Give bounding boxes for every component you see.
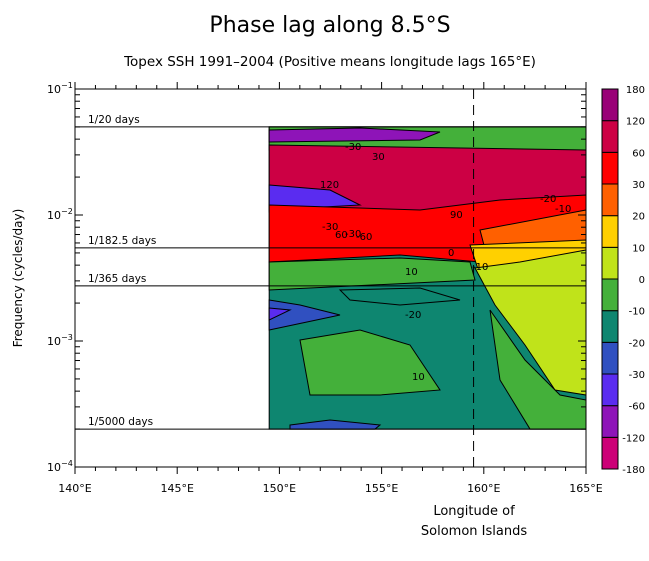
colorbar: -180 -120 -60 -30 -20 -10 0 10 20 30 60 120 180 [601, 85, 645, 476]
colorbar-swatch [601, 88, 619, 122]
x-axis-label-line1: Longitude of [433, 504, 515, 519]
colorbar-label: -10 [629, 307, 645, 318]
contour-label: 10 [405, 267, 418, 278]
contour-label: 30 [372, 152, 385, 163]
x-tick-label: 155°E [365, 482, 398, 495]
colorbar-label: 30 [632, 180, 645, 191]
colorbar-label: -60 [629, 402, 645, 413]
colorbar-label: -180 [622, 465, 645, 476]
y-tick-exponent: −1 [61, 81, 73, 90]
contour-region [268, 307, 292, 321]
x-tick-label: 145°E [160, 482, 193, 495]
contour-label: -30 [322, 222, 338, 233]
colorbar-swatch [601, 278, 619, 312]
colorbar-swatch [601, 151, 619, 185]
x-tick-label: 140°E [58, 482, 91, 495]
reference-line-label: 1/182.5 days [88, 235, 156, 247]
colorbar-label: 0 [639, 275, 645, 286]
colorbar-swatch [601, 246, 619, 280]
contour-label: -10 [555, 204, 571, 215]
colorbar-swatch [601, 183, 619, 217]
contour-label: 120 [320, 180, 339, 191]
contour-label: -30 [345, 142, 361, 153]
colorbar-swatch [601, 341, 619, 375]
colorbar-swatch [601, 215, 619, 248]
contour-label: -20 [540, 194, 556, 205]
contour-label: 90 [450, 210, 463, 221]
colorbar-label: 20 [632, 212, 645, 223]
colorbar-label: 60 [632, 148, 645, 159]
contour-label: -20 [405, 310, 421, 321]
contour-label: 0 [448, 248, 454, 259]
colorbar-label: 180 [626, 85, 645, 96]
colorbar-label: 10 [632, 243, 645, 254]
colorbar-swatch [601, 373, 619, 407]
colorbar-label: -120 [622, 433, 645, 444]
plot-frame [74, 88, 587, 468]
y-tick-base: 10 [47, 83, 61, 96]
y-axis-label: Frequency (cycles/day) [11, 209, 25, 348]
colorbar-swatch [601, 405, 619, 438]
y-tick-base: 10 [47, 335, 61, 348]
contour-region [299, 329, 441, 396]
contour-region [268, 127, 441, 143]
contour-label: 10 [412, 372, 425, 383]
colorbar-label: -20 [629, 338, 645, 349]
contour-label: -60 [356, 232, 372, 243]
y-tick-base: 10 [47, 461, 61, 474]
colorbar-swatch [601, 120, 619, 153]
contour-region [289, 419, 382, 430]
reference-line-label: 1/20 days [88, 114, 140, 126]
reference-line-label: 1/5000 days [88, 416, 153, 428]
contour-region [338, 287, 461, 306]
contour-region [268, 257, 476, 291]
x-axis-label-line2: Solomon Islands [421, 524, 527, 539]
x-tick-label: 160°E [467, 482, 500, 495]
x-tick-label: 165°E [569, 482, 602, 495]
contour-label: -30 [345, 229, 361, 240]
contour-label: 60 [335, 230, 348, 241]
colorbar-label: -30 [629, 370, 645, 381]
y-tick-exponent: −3 [61, 333, 73, 342]
reference-line-label: 1/365 days [88, 273, 146, 285]
y-tick-exponent: −4 [61, 459, 73, 468]
chart-subtitle: Topex SSH 1991–2004 (Positive means long… [123, 54, 536, 70]
colorbar-swatch [601, 310, 619, 343]
x-tick-label: 150°E [263, 482, 296, 495]
contour-region [268, 184, 362, 211]
chart-title: Phase lag along 8.5°S [209, 13, 450, 38]
y-tick-exponent: −2 [61, 207, 73, 216]
contour-label: -10 [472, 262, 488, 273]
colorbar-swatch [601, 436, 619, 470]
colorbar-label: 120 [626, 117, 645, 128]
y-tick-base: 10 [47, 209, 61, 222]
